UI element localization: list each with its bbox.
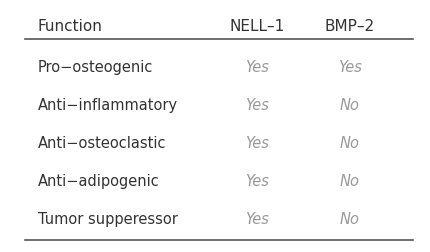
Text: No: No <box>340 136 360 150</box>
Text: No: No <box>340 98 360 113</box>
Text: Yes: Yes <box>245 98 269 113</box>
Text: Yes: Yes <box>338 60 362 75</box>
Text: Anti−inflammatory: Anti−inflammatory <box>38 98 178 113</box>
Text: Pro−osteogenic: Pro−osteogenic <box>38 60 153 75</box>
Text: Anti−adipogenic: Anti−adipogenic <box>38 173 160 188</box>
Text: Tumor supperessor: Tumor supperessor <box>38 211 178 226</box>
Text: Yes: Yes <box>245 173 269 188</box>
Text: BMP–2: BMP–2 <box>325 19 375 34</box>
Text: Yes: Yes <box>245 211 269 226</box>
Text: No: No <box>340 211 360 226</box>
Text: Yes: Yes <box>245 60 269 75</box>
Text: No: No <box>340 173 360 188</box>
Text: Anti−osteoclastic: Anti−osteoclastic <box>38 136 166 150</box>
Text: Yes: Yes <box>245 136 269 150</box>
Text: Function: Function <box>38 19 103 34</box>
Text: NELL–1: NELL–1 <box>230 19 285 34</box>
